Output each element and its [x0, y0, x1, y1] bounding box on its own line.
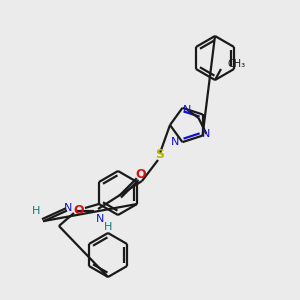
Text: H: H: [104, 222, 112, 232]
Text: O: O: [136, 167, 146, 181]
Text: CH₃: CH₃: [227, 59, 245, 69]
Text: N: N: [171, 137, 180, 147]
Text: H: H: [32, 206, 40, 216]
Text: N: N: [183, 105, 192, 115]
Text: N: N: [64, 203, 72, 213]
Text: O: O: [74, 203, 84, 217]
Text: N: N: [96, 214, 104, 224]
Text: S: S: [155, 148, 164, 161]
Text: N: N: [202, 129, 211, 139]
